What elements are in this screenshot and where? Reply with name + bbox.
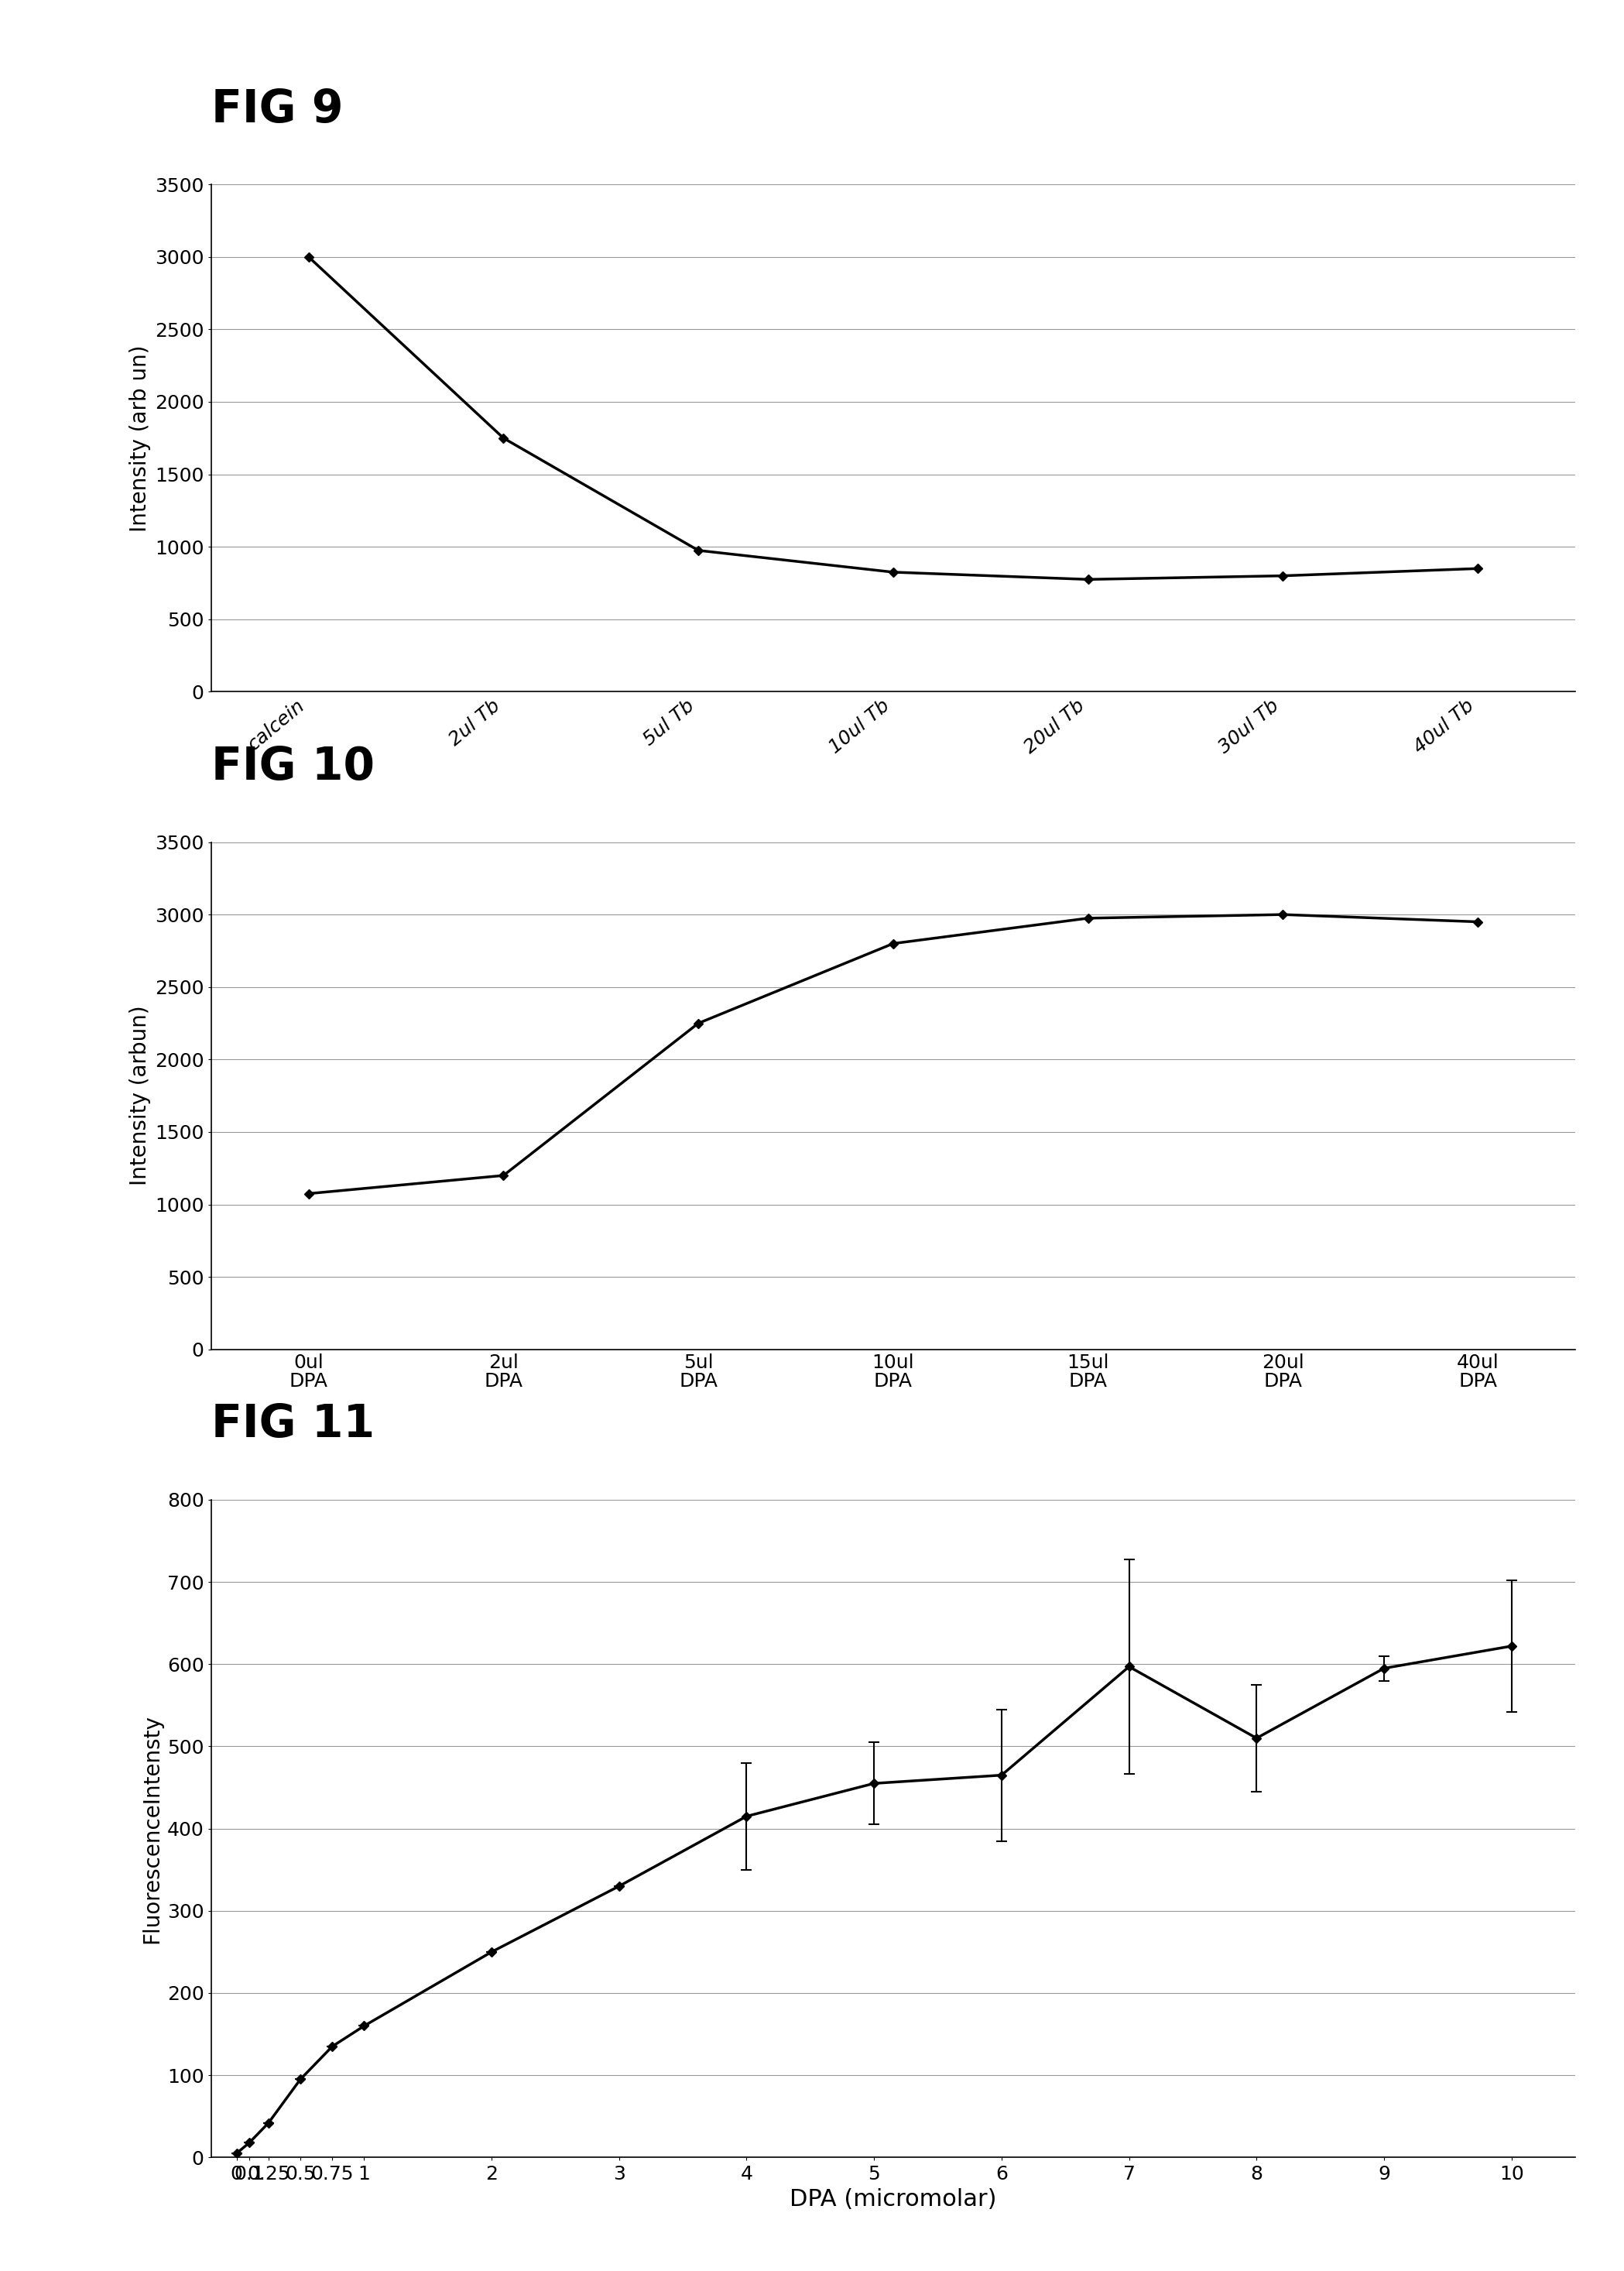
X-axis label: DPA (micromolar): DPA (micromolar) (789, 2187, 997, 2210)
Text: FIG 9: FIG 9 (211, 86, 343, 132)
Y-axis label: FluorescenceIntensty: FluorescenceIntensty (141, 1715, 162, 1944)
Text: FIG 10: FIG 10 (211, 745, 375, 788)
Y-axis label: Intensity (arb un): Intensity (arb un) (128, 345, 151, 531)
Text: FIG 11: FIG 11 (211, 1403, 375, 1447)
Y-axis label: Intensity (arbun): Intensity (arbun) (128, 1006, 151, 1185)
